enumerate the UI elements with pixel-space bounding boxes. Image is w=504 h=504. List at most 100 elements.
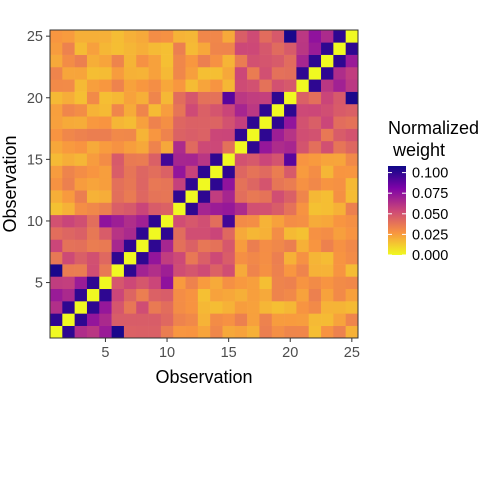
heatmap-cell: [148, 288, 162, 302]
heatmap-cell: [321, 91, 334, 105]
heatmap-cell: [197, 66, 211, 80]
heatmap-cell: [136, 54, 149, 68]
heatmap-cell: [99, 153, 112, 166]
heatmap-cell: [123, 54, 137, 68]
heatmap-cell: [185, 177, 199, 191]
heatmap-cell: [333, 313, 346, 326]
heatmap-cell: [259, 251, 273, 265]
heatmap-cell: [271, 264, 285, 277]
heatmap-cell: [148, 30, 162, 43]
heatmap-cell: [148, 54, 162, 68]
heatmap-cell: [284, 128, 297, 142]
heatmap-cell: [123, 42, 137, 55]
heatmap-cell: [62, 103, 75, 117]
heatmap-cell: [86, 301, 100, 314]
heatmap-cell: [247, 301, 260, 314]
heatmap-cell: [234, 116, 248, 129]
heatmap-cell: [160, 288, 174, 302]
heatmap-cell: [321, 79, 334, 92]
heatmap-cell: [222, 251, 236, 265]
heatmap-cell: [259, 288, 273, 302]
heatmap-cell: [296, 276, 310, 290]
heatmap-cell: [136, 66, 149, 80]
heatmap-cell: [74, 42, 88, 55]
heatmap-cell: [345, 177, 359, 191]
heatmap-cell: [185, 128, 199, 142]
heatmap-cell: [197, 103, 211, 117]
heatmap-cell: [259, 54, 273, 68]
heatmap-cell: [259, 66, 273, 80]
heatmap-cell: [62, 116, 75, 129]
heatmap-cell: [222, 165, 236, 179]
heatmap-cell: [321, 177, 334, 191]
heatmap-cell: [99, 313, 112, 326]
heatmap-cell: [296, 288, 310, 302]
heatmap-cell: [148, 116, 162, 129]
heatmap-cell: [234, 140, 248, 154]
heatmap-cell: [50, 54, 63, 68]
heatmap-cell: [173, 165, 186, 179]
heatmap-cell: [284, 276, 297, 290]
heatmap-cell: [62, 239, 75, 253]
heatmap-cell: [333, 177, 346, 191]
heatmap-cell: [259, 177, 273, 191]
heatmap-cell: [210, 91, 223, 105]
heatmap-cell: [62, 276, 75, 290]
heatmap-cell: [210, 165, 223, 179]
legend-label: 0.025: [412, 227, 448, 243]
heatmap-cell: [99, 66, 112, 80]
heatmap-cell: [173, 153, 186, 166]
heatmap-cell: [210, 103, 223, 117]
heatmap-cell: [99, 190, 112, 203]
heatmap-cell: [123, 66, 137, 80]
heatmap-cell: [222, 276, 236, 290]
heatmap-cell: [234, 103, 248, 117]
heatmap-cell: [271, 103, 285, 117]
heatmap-cell: [86, 116, 100, 129]
heatmap-cell: [197, 276, 211, 290]
heatmap-cell: [123, 165, 137, 179]
heatmap-cell: [247, 153, 260, 166]
heatmap-cell: [136, 264, 149, 277]
heatmap-cell: [284, 313, 297, 326]
heatmap-cell: [148, 251, 162, 265]
heatmap-cell: [321, 116, 334, 129]
heatmap-cell: [333, 103, 346, 117]
heatmap-cell: [296, 42, 310, 55]
heatmap-cell: [247, 325, 260, 339]
heatmap-cell: [160, 251, 174, 265]
heatmap-cell: [111, 251, 125, 265]
heatmap-cell: [185, 30, 199, 43]
heatmap-cell: [185, 202, 199, 216]
heatmap-cell: [111, 153, 125, 166]
heatmap-cell: [333, 42, 346, 55]
heatmap-cell: [284, 79, 297, 92]
heatmap-cell: [259, 116, 273, 129]
heatmap-cell: [321, 54, 334, 68]
heatmap-cell: [111, 239, 125, 253]
heatmap-cell: [123, 227, 137, 240]
heatmap-cell: [296, 214, 310, 228]
heatmap-cell: [222, 214, 236, 228]
heatmap-cell: [234, 79, 248, 92]
heatmap-cell: [222, 66, 236, 80]
heatmap-cell: [296, 91, 310, 105]
heatmap-cell: [173, 103, 186, 117]
heatmap-cell: [234, 288, 248, 302]
heatmap-cell: [111, 276, 125, 290]
heatmap-cell: [50, 103, 63, 117]
heatmap-cell: [210, 313, 223, 326]
heatmap-cell: [197, 79, 211, 92]
heatmap-cell: [99, 103, 112, 117]
legend-title-line: weight: [388, 140, 445, 160]
heatmap-cell: [86, 30, 100, 43]
heatmap-cell: [74, 301, 88, 314]
heatmap-cell: [148, 128, 162, 142]
heatmap-cell: [345, 251, 359, 265]
heatmap-cell: [62, 177, 75, 191]
heatmap-cell: [222, 42, 236, 55]
heatmap-cell: [185, 301, 199, 314]
heatmap-cell: [259, 214, 273, 228]
heatmap-cell: [160, 30, 174, 43]
heatmap-cell: [185, 325, 199, 339]
